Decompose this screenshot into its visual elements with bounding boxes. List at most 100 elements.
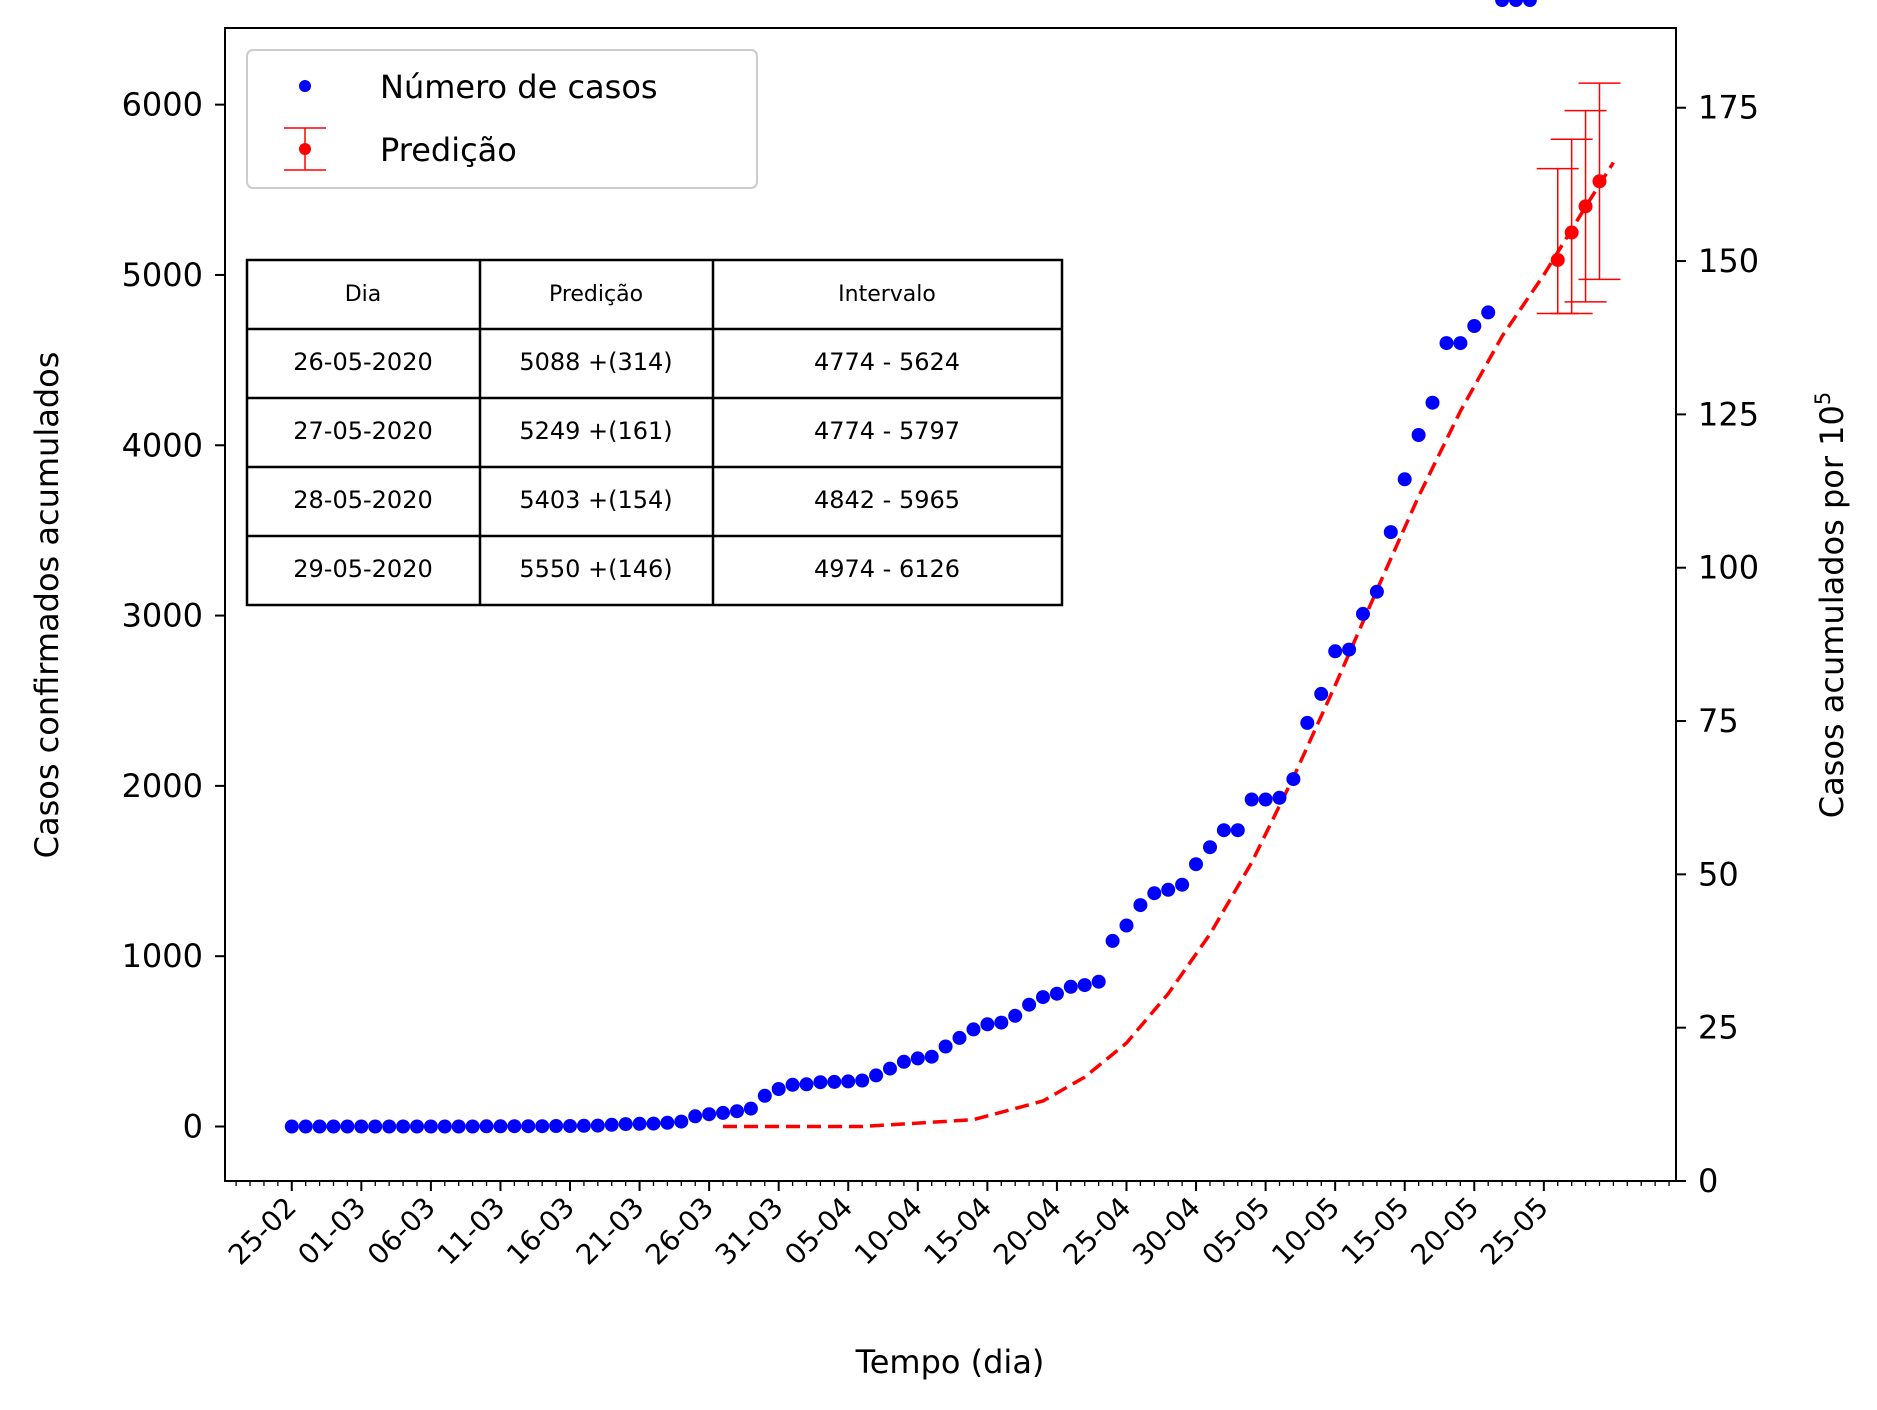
data-point	[716, 1105, 730, 1120]
table-header-predicao: Predição	[549, 282, 643, 307]
prediction-point	[1578, 199, 1593, 214]
data-point	[841, 1074, 856, 1089]
data-point	[354, 1119, 369, 1134]
data-point	[382, 1119, 397, 1134]
data-point	[827, 1074, 842, 1089]
data-point	[924, 1049, 939, 1064]
data-point	[563, 1119, 577, 1133]
data-point	[674, 1114, 689, 1129]
table-cell: 4774 - 5624	[814, 348, 960, 376]
data-point	[618, 1117, 633, 1132]
data-point	[1383, 525, 1398, 540]
table-cell: 4974 - 6126	[814, 555, 960, 583]
data-point	[1077, 978, 1092, 993]
data-point	[1216, 823, 1231, 838]
legend-marker-prediction	[284, 127, 326, 171]
data-point	[1411, 428, 1426, 442]
data-point	[507, 1119, 522, 1134]
data-point	[1286, 772, 1301, 787]
data-point	[1356, 606, 1370, 621]
y2-tick-label: 150	[1698, 242, 1759, 280]
data-point	[994, 1015, 1009, 1030]
data-point	[1397, 472, 1412, 487]
data-point	[1189, 857, 1203, 872]
data-point	[799, 1077, 814, 1092]
x-axis-label: Tempo (dia)	[855, 1343, 1045, 1381]
data-point	[883, 1061, 897, 1076]
data-point	[869, 1068, 884, 1083]
y2-axis-label-main: Casos acumulados por 10	[1813, 405, 1851, 818]
data-point	[423, 1119, 438, 1134]
data-point	[576, 1118, 591, 1133]
data-point	[855, 1073, 870, 1088]
data-point	[1328, 644, 1343, 659]
data-point	[813, 1075, 828, 1090]
data-point	[1161, 882, 1176, 897]
data-point	[952, 1030, 967, 1045]
data-point	[340, 1119, 355, 1134]
y2-axis-label: Casos acumulados por 105	[1811, 392, 1851, 819]
y2-tick-label: 175	[1698, 89, 1759, 127]
data-point	[688, 1109, 703, 1124]
data-point	[966, 1022, 981, 1037]
y-tick-label: 1000	[122, 937, 203, 975]
prediction-point	[1550, 252, 1565, 267]
legend-marker-cases	[299, 80, 311, 92]
data-point	[535, 1119, 550, 1134]
data-point	[1272, 790, 1287, 805]
prediction-point	[1564, 225, 1579, 240]
y-tick-label: 4000	[122, 426, 203, 464]
y-axis-ticks: 0 1000 2000 3000 4000 5000 6000	[122, 86, 225, 1146]
data-point	[785, 1077, 800, 1092]
data-point	[702, 1107, 717, 1122]
data-point	[1105, 933, 1120, 948]
data-point	[1203, 840, 1217, 855]
data-point	[1342, 642, 1357, 657]
data-point	[660, 1115, 675, 1130]
table-cell: 4842 - 5965	[814, 486, 960, 514]
y-tick-label: 6000	[122, 86, 203, 124]
fit-curve-layer	[723, 161, 1615, 1129]
y2-axis-ticks: 0 25 50 75 100 125 150 175	[1676, 89, 1759, 1200]
data-point	[1063, 979, 1078, 994]
data-point	[590, 1118, 605, 1133]
data-point	[743, 1101, 758, 1116]
data-point	[479, 1119, 494, 1134]
data-point	[1467, 319, 1482, 333]
data-point	[1175, 877, 1190, 892]
data-point	[1230, 823, 1245, 838]
y-axis-label: Casos confirmados acumulados	[28, 352, 66, 859]
table-cell: 5403 +(154)	[519, 486, 672, 514]
plot-frame	[224, 27, 1677, 1182]
data-point	[1509, 0, 1523, 7]
y-tick-label: 0	[183, 1108, 203, 1146]
data-point	[437, 1119, 452, 1134]
data-point	[549, 1119, 564, 1133]
data-point	[1453, 336, 1468, 351]
table-header-intervalo: Intervalo	[838, 282, 936, 307]
data-point	[1036, 990, 1050, 1005]
y2-tick-label: 100	[1698, 549, 1759, 587]
y2-tick-label: 25	[1698, 1009, 1739, 1047]
data-point	[757, 1088, 772, 1103]
table-header-dia: Dia	[345, 282, 382, 307]
legend-label-prediction: Predição	[380, 131, 517, 169]
data-point	[1425, 395, 1440, 410]
data-point	[896, 1054, 911, 1069]
table-cell: 27-05-2020	[293, 417, 432, 445]
y2-tick-label: 75	[1698, 702, 1739, 740]
data-point	[1008, 1008, 1023, 1023]
fit-curve-line	[723, 161, 1615, 1129]
data-point	[493, 1119, 508, 1134]
table-cell: 26-05-2020	[293, 348, 432, 376]
data-point	[1314, 686, 1329, 701]
data-point	[1300, 715, 1315, 730]
data-point	[980, 1017, 995, 1032]
data-point	[368, 1119, 383, 1134]
legend-label-cases: Número de casos	[380, 68, 658, 106]
data-point	[312, 1119, 327, 1134]
data-point	[1522, 0, 1537, 7]
y2-tick-label: 125	[1698, 395, 1759, 433]
